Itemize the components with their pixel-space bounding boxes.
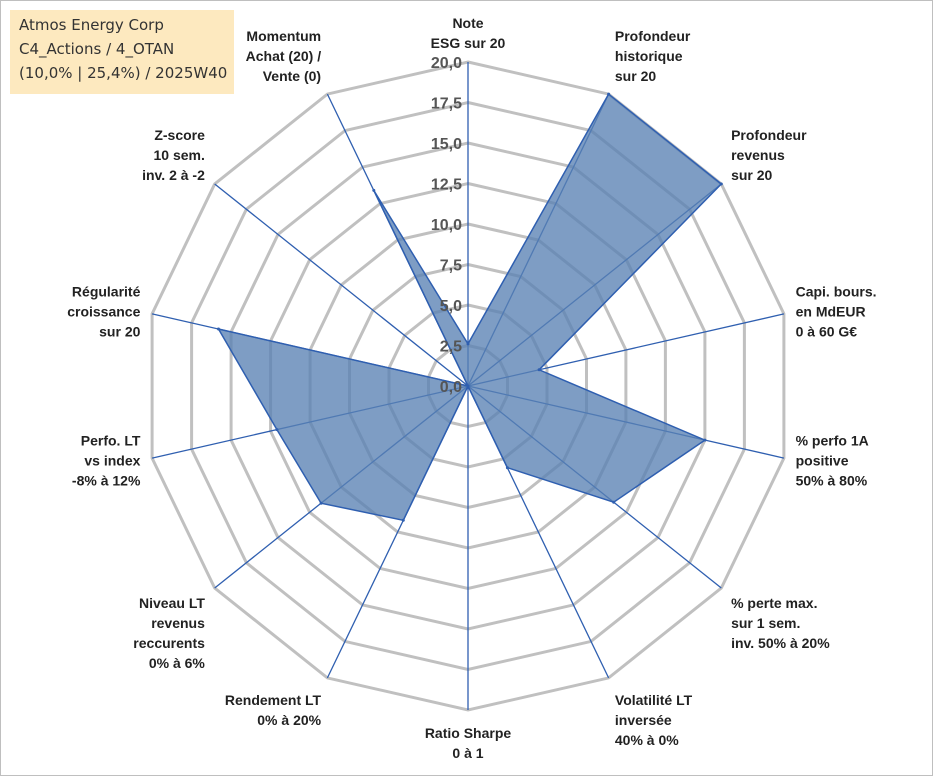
- data-point: [537, 368, 541, 372]
- data-point: [612, 500, 616, 504]
- axis-label: Perfo. LT vs index -8% à 12%: [72, 432, 141, 488]
- tick-label: 15,0: [431, 136, 462, 153]
- axis-label: Capi. bours. en MdEUR 0 à 60 G€: [796, 284, 877, 340]
- data-point: [319, 501, 323, 505]
- axis-label: Rendement LT 0% à 20%: [225, 692, 322, 728]
- data-point: [466, 384, 470, 388]
- tick-label: 12,5: [431, 177, 462, 194]
- tick-label: 7,5: [440, 258, 462, 275]
- axis-label: Z-score 10 sem. inv. 2 à -2: [142, 127, 205, 183]
- tick-label: 2,5: [440, 339, 462, 356]
- tick-label: 0,0: [440, 379, 462, 396]
- axis-label: % perfo 1A positive 50% à 80%: [796, 432, 869, 488]
- axis-label: Profondeur revenus sur 20: [731, 127, 807, 183]
- data-point: [275, 428, 279, 432]
- axis-label: Momentum Achat (20) / Vente (0): [246, 28, 322, 84]
- title-company: Atmos Energy Corp: [19, 16, 164, 34]
- axis-label: % perte max. sur 1 sem. inv. 50% à 20%: [731, 595, 830, 651]
- data-point: [466, 342, 470, 346]
- title-box: Atmos Energy Corp C4_Actions / 4_OTAN (1…: [10, 10, 234, 94]
- data-point: [719, 182, 723, 186]
- data-point: [505, 466, 509, 470]
- title-category: C4_Actions / 4_OTAN: [19, 40, 175, 58]
- tick-label: 17,5: [431, 96, 462, 113]
- axis-label: Note ESG sur 20: [431, 15, 506, 51]
- data-point: [217, 327, 220, 331]
- radar-axis-labels: Note ESG sur 20 Profondeur historique sur 20…: [67, 15, 876, 761]
- axis-label: Ratio Sharpe 0 à 1: [425, 725, 512, 761]
- axis-label: Profondeur historique sur 20: [615, 28, 691, 84]
- data-point: [372, 188, 376, 192]
- title-stats: (10,0% | 25,4%) / 2025W40: [19, 64, 228, 82]
- radar-tick-labels: 0,0 2,5 5,0 7,5 10,0 12,5 15,0 17,5 20,0: [431, 55, 462, 396]
- axis-spoke: [214, 183, 469, 387]
- tick-label: 10,0: [431, 217, 462, 234]
- axis-label: Niveau LT revenus reccurents 0% à 6%: [133, 595, 205, 671]
- radar-series: [216, 92, 723, 522]
- axis-label: Volatilité LT inversée 40% à 0%: [615, 692, 693, 748]
- data-point: [607, 92, 611, 96]
- tick-label: 20,0: [431, 55, 462, 72]
- axis-label: Régularité croissance sur 20: [67, 284, 140, 340]
- data-point: [401, 518, 405, 522]
- data-point: [703, 438, 707, 442]
- tick-label: 5,0: [440, 298, 462, 315]
- series-area: [216, 92, 723, 522]
